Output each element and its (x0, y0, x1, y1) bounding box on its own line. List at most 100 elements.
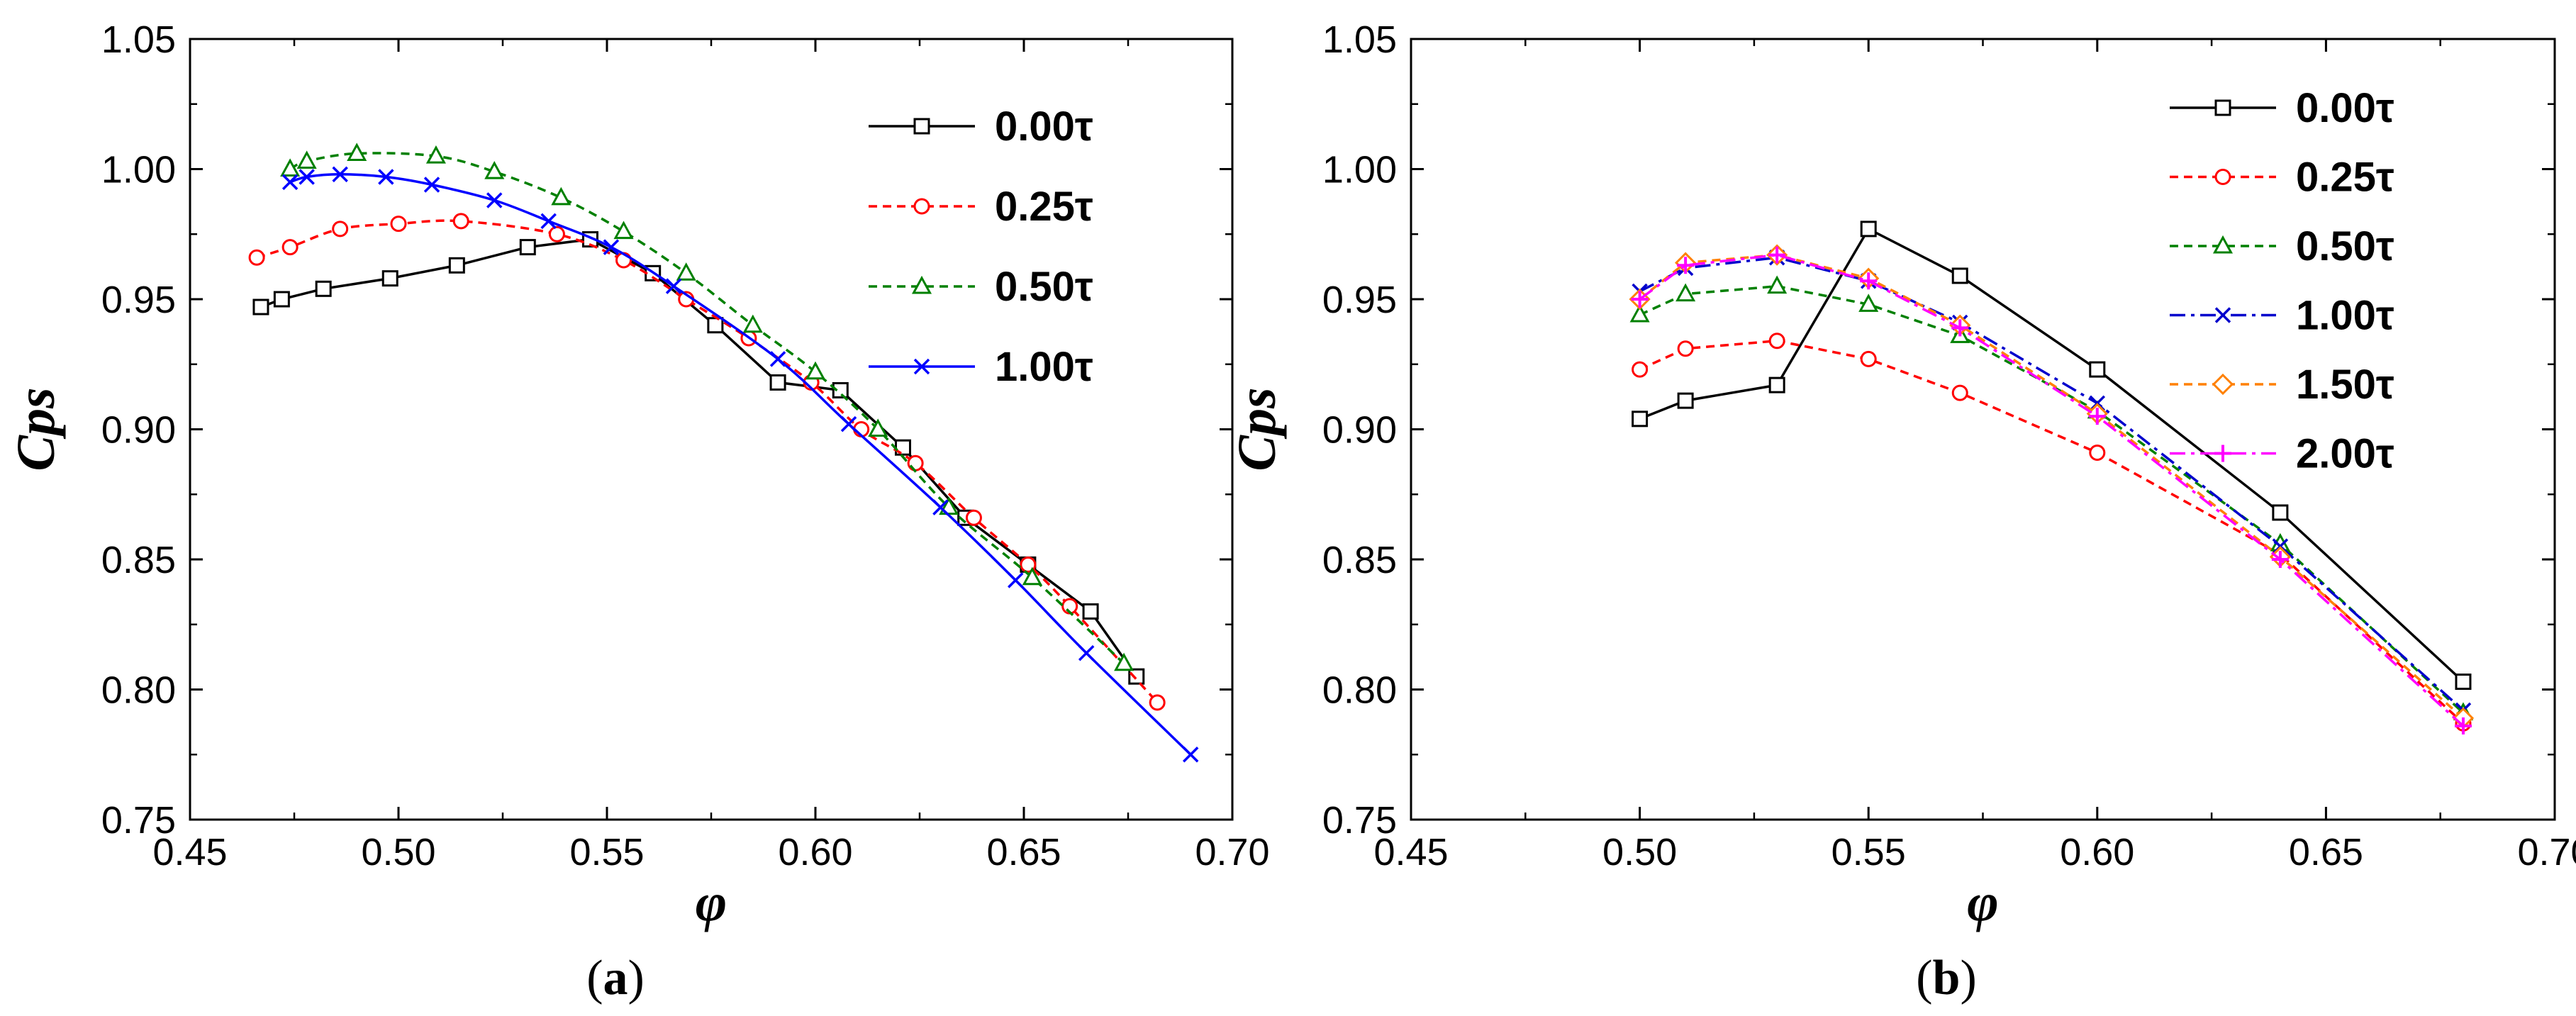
data-point (2272, 504, 2289, 521)
y-tick-label: 1.00 (101, 149, 176, 191)
y-tick-label: 1.05 (1322, 18, 1397, 61)
y-tick-label: 0.95 (101, 279, 176, 321)
data-point (315, 280, 332, 297)
data-point (1675, 283, 1696, 302)
series-0.25τ (1632, 333, 2472, 732)
data-point (1629, 303, 1650, 323)
data-point (603, 239, 620, 255)
legend-label: 2.00τ (2296, 431, 2394, 477)
y-tick-label: 0.80 (1322, 669, 1397, 712)
data-point (1860, 220, 1877, 238)
data-point (551, 186, 571, 206)
legend-marker (2212, 373, 2234, 396)
data-point (1951, 384, 1968, 401)
data-point (1632, 361, 1649, 378)
legend-entry: 0.50τ (869, 264, 1093, 310)
panel-label-b: (b) (1916, 951, 1977, 1005)
y-tick-label: 0.90 (101, 409, 176, 452)
legend-entry: 1.00τ (2170, 293, 2394, 339)
x-tick-label: 0.60 (778, 831, 852, 873)
data-point (868, 418, 888, 437)
data-point (2455, 673, 2472, 690)
legend-label: 0.50τ (2296, 223, 2394, 269)
x-tick-label: 0.60 (2060, 831, 2134, 873)
data-point (832, 381, 849, 398)
data-point (965, 509, 982, 526)
data-point (1632, 411, 1649, 428)
chart-panel-b: (b) 0.45 0.50 0.55 0.60 0.65 0.70 0.75 0.80 0.85… (1227, 18, 2576, 1005)
x-tick-label: 0.65 (2289, 831, 2363, 873)
data-point (769, 351, 786, 367)
data-point (1182, 747, 1199, 763)
data-point (1677, 340, 1694, 357)
y-tick-label: 1.00 (1322, 149, 1397, 191)
legend-entry: 2.00τ (2170, 431, 2394, 477)
x-tick-label: 0.45 (1373, 831, 1448, 873)
data-point (281, 174, 299, 191)
legend-label: 1.00τ (995, 344, 1093, 390)
data-point (347, 143, 367, 161)
data-point (248, 249, 265, 266)
legend-entry: 0.25τ (869, 184, 1093, 230)
legend-marker (2212, 235, 2234, 254)
series-1.00τ (281, 166, 1199, 763)
series-line (289, 173, 1192, 756)
series-2.00τ (1631, 246, 2472, 735)
data-point (296, 150, 317, 169)
y-tick-label: 1.05 (101, 18, 176, 61)
data-point (2454, 717, 2472, 735)
data-point (932, 499, 949, 515)
data-point (1767, 275, 1788, 294)
legend-label: 0.00τ (995, 104, 1093, 150)
data-point (1951, 267, 1968, 284)
legend-entry: 0.25τ (2170, 155, 2394, 201)
legend-marker (2214, 445, 2231, 462)
data-point (252, 298, 269, 316)
legend-label: 0.25τ (995, 184, 1093, 230)
legend-entry: 0.00τ (2170, 85, 2394, 131)
x-tick-label: 0.55 (569, 831, 644, 873)
y-tick-label: 0.85 (1322, 539, 1397, 581)
data-point (1149, 694, 1166, 711)
panel-label-a: (a) (586, 951, 645, 1005)
data-point (1951, 319, 1969, 337)
x-tick-label: 0.70 (2517, 831, 2576, 873)
legend-marker (2214, 307, 2231, 323)
legend-marker (911, 275, 932, 294)
data-point (2271, 551, 2289, 568)
x-tick-label: 0.65 (986, 831, 1061, 873)
data-point (1677, 257, 1695, 274)
data-point (676, 262, 696, 281)
data-point (1858, 294, 1879, 312)
series-line (1639, 253, 2465, 720)
legend-label: 1.00τ (2296, 293, 2394, 339)
data-point (1677, 392, 1694, 409)
data-point (423, 177, 440, 193)
legend-marker (913, 118, 930, 135)
data-point (484, 161, 505, 179)
x-axis-title: φ (696, 873, 727, 932)
y-tick-label: 0.75 (101, 799, 176, 842)
data-point (540, 213, 557, 230)
y-axis-title: Cps (1227, 387, 1287, 471)
x-tick-label: 0.45 (152, 831, 227, 873)
data-point (1114, 652, 1134, 671)
data-point (452, 213, 469, 230)
x-tick-label: 0.50 (1602, 831, 1677, 873)
data-point (769, 374, 786, 391)
legend-label: 0.00τ (2296, 85, 2394, 131)
data-point (280, 158, 301, 177)
data-point (840, 415, 857, 432)
x-tick-label: 0.55 (1831, 831, 1906, 873)
data-point (1082, 603, 1099, 620)
data-point (2089, 361, 2106, 378)
legend-marker (913, 198, 930, 215)
data-point (1128, 668, 1145, 685)
data-point (281, 239, 299, 256)
data-point (548, 225, 565, 242)
data-point (273, 291, 290, 308)
legend-entry: 0.50τ (2170, 223, 2394, 269)
legend-entry: 1.50τ (2170, 362, 2394, 408)
data-point (332, 166, 348, 183)
